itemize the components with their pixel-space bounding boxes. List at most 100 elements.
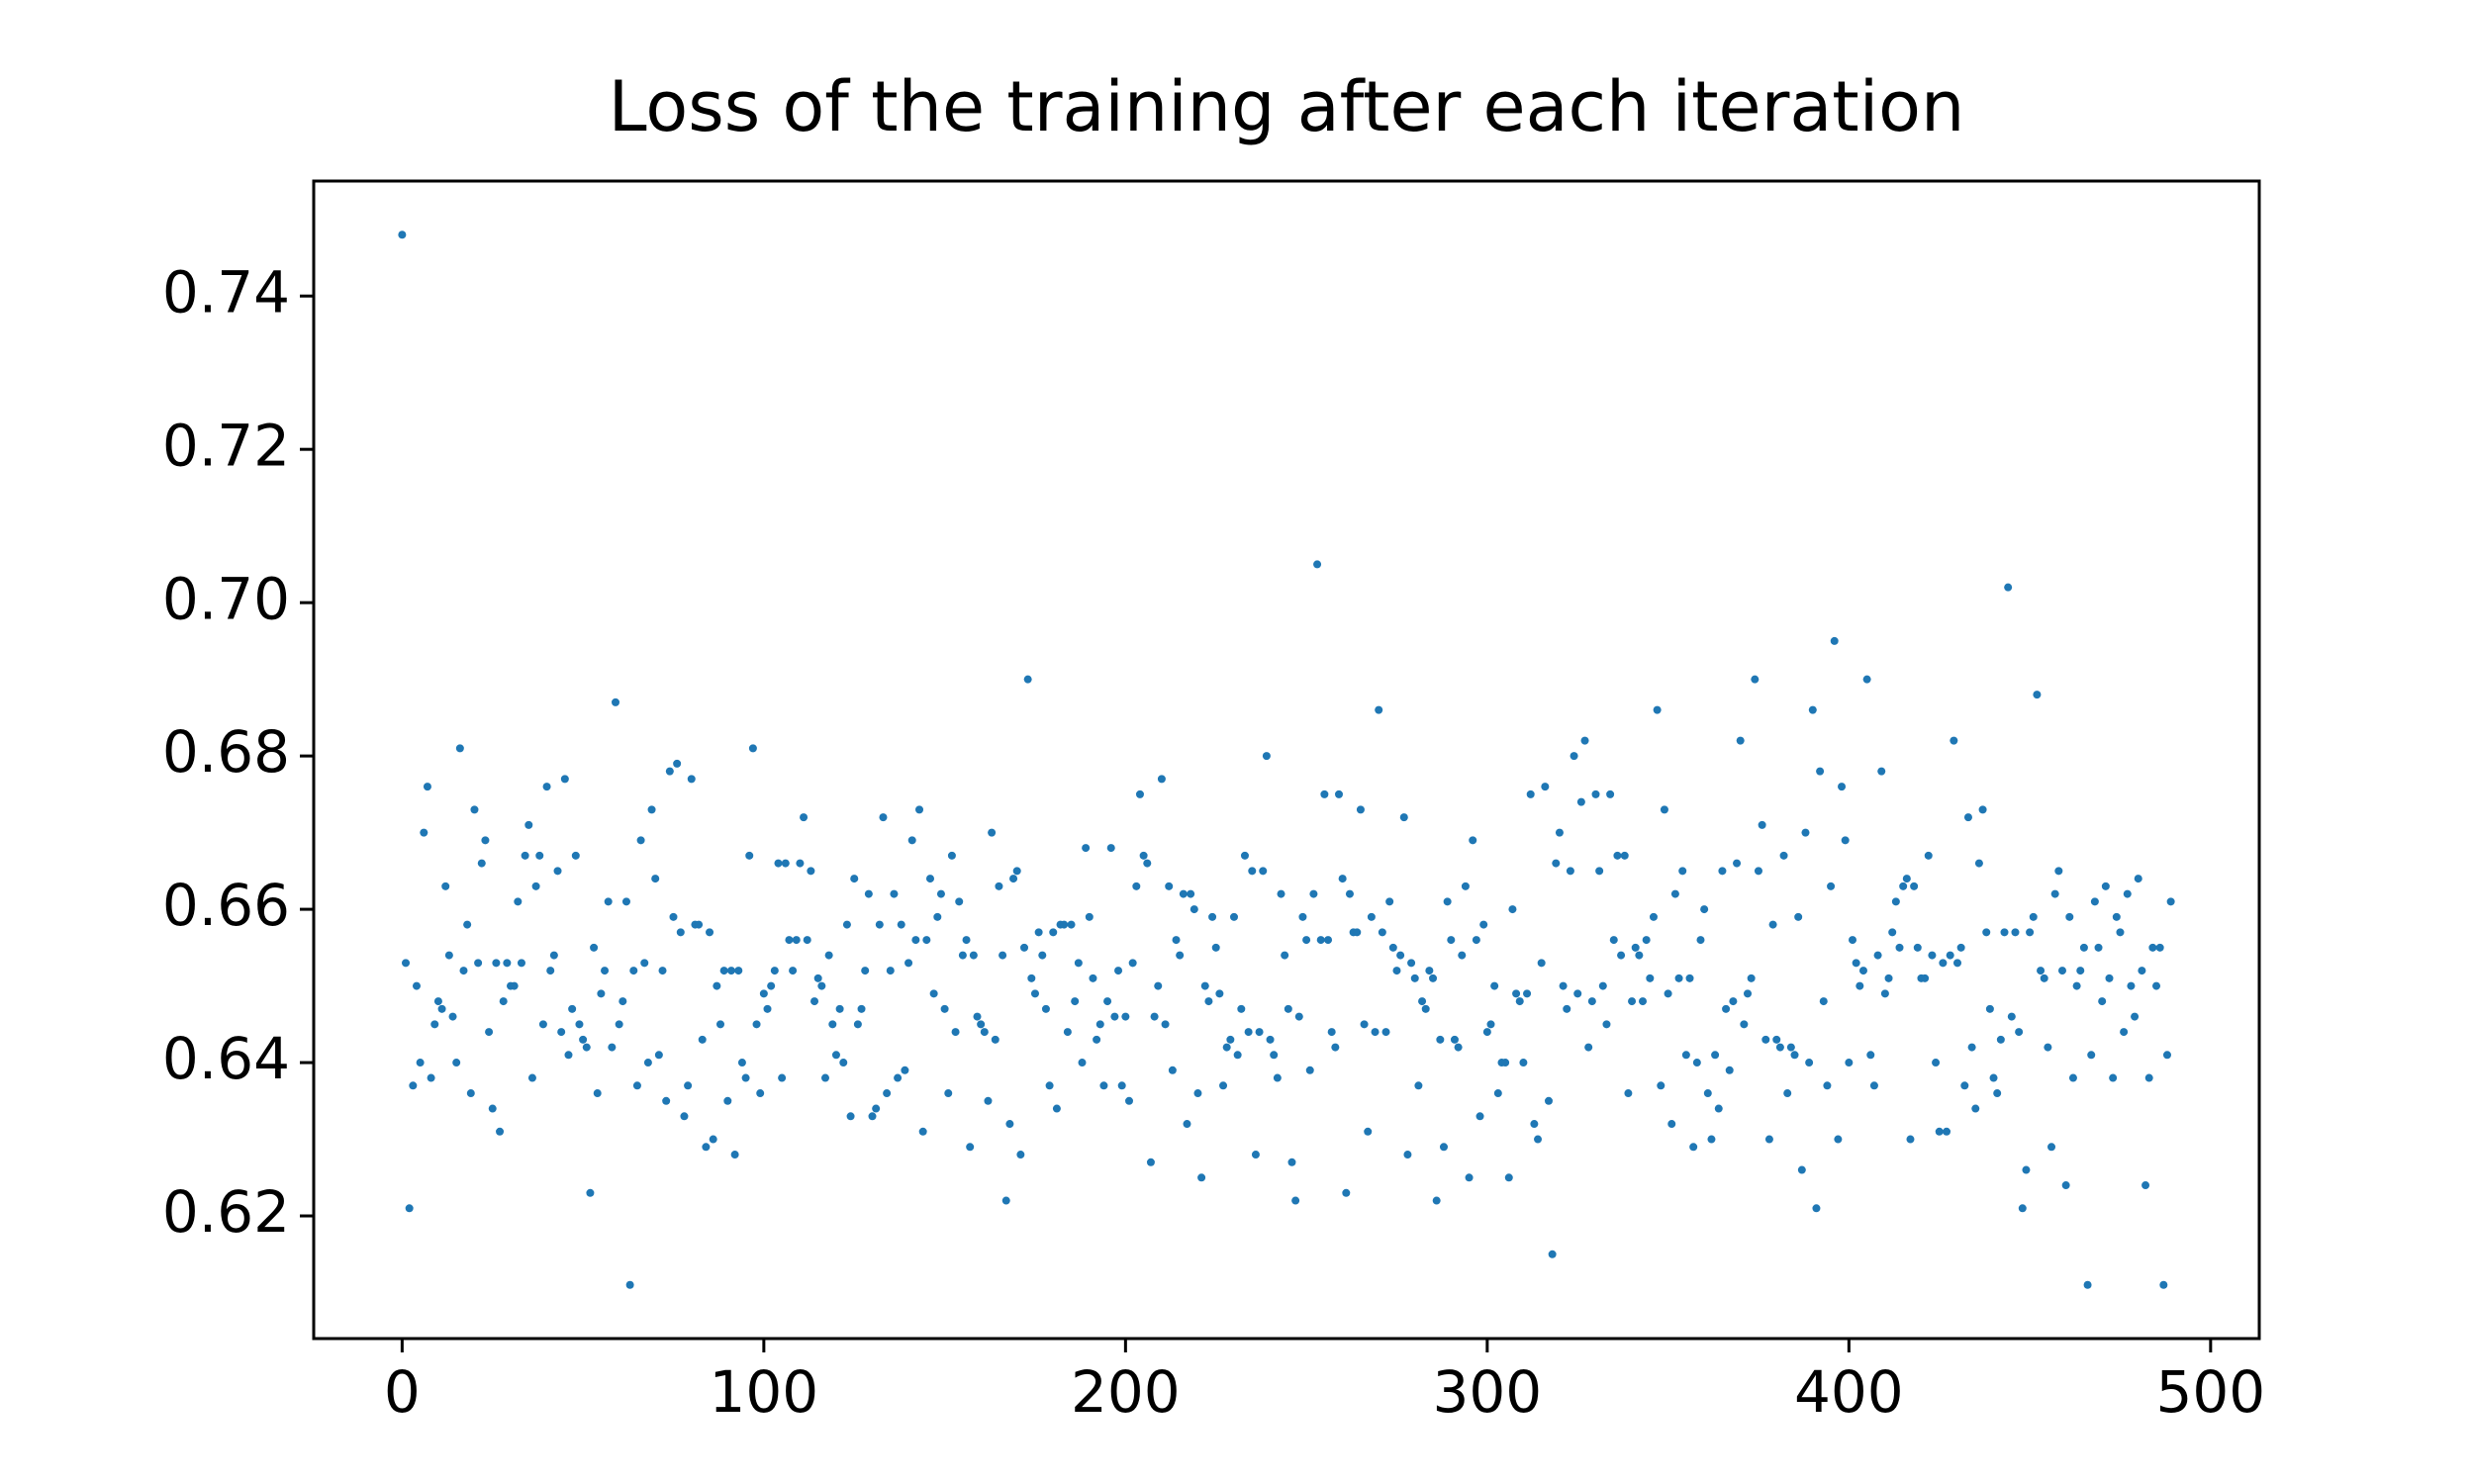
point (485, 1028, 494, 1037)
point (608, 1043, 617, 1052)
point (915, 805, 924, 814)
point (1570, 752, 1578, 761)
point (1454, 1043, 1463, 1052)
point (1338, 875, 1347, 883)
point (1595, 867, 1604, 876)
point (1482, 1028, 1491, 1037)
point (1305, 1066, 1314, 1074)
point (2047, 1143, 2056, 1152)
point (1403, 1151, 1412, 1159)
point (1801, 828, 1810, 837)
point (2022, 1165, 2031, 1174)
point (868, 1112, 877, 1121)
point (2057, 967, 2066, 975)
point (618, 997, 627, 1006)
point (437, 1004, 446, 1013)
point (1060, 920, 1069, 929)
point (2068, 1073, 2077, 1082)
point (499, 997, 508, 1006)
point (514, 897, 523, 906)
point (966, 1143, 975, 1152)
point (1183, 1120, 1191, 1129)
point (759, 989, 768, 998)
point (535, 851, 544, 860)
point (734, 967, 743, 975)
point (1099, 1081, 1108, 1090)
point (1620, 851, 1629, 860)
point (955, 897, 964, 906)
point (1913, 943, 1922, 952)
point (1939, 959, 1948, 968)
point (1751, 675, 1760, 684)
point (579, 1035, 588, 1044)
point (640, 959, 649, 968)
point (629, 967, 638, 975)
point (1985, 1004, 1994, 1013)
point (1722, 1004, 1731, 1013)
x-tick-label: 400 (1794, 1358, 1904, 1426)
point (1526, 789, 1535, 798)
point (2148, 943, 2157, 952)
point (1584, 1043, 1593, 1052)
point (1852, 959, 1860, 968)
point (1302, 936, 1311, 945)
point (510, 981, 519, 990)
point (745, 851, 754, 860)
point (730, 1151, 739, 1159)
point (1877, 767, 1886, 776)
point (575, 1020, 584, 1029)
point (1537, 959, 1546, 968)
point (904, 959, 913, 968)
point (1862, 675, 1871, 684)
point (1891, 897, 1900, 906)
point (1139, 851, 1148, 860)
point (763, 1004, 772, 1013)
point (702, 1143, 711, 1152)
y-tick-label: 0.74 (162, 258, 290, 325)
point (590, 943, 599, 952)
point (1921, 974, 1930, 982)
point (1963, 813, 1972, 822)
point (1161, 1020, 1170, 1029)
point (1074, 959, 1083, 968)
point (427, 1073, 435, 1082)
point (918, 1127, 927, 1136)
point (553, 867, 562, 876)
point (621, 897, 630, 906)
point (2007, 1012, 2016, 1021)
point (1797, 1165, 1806, 1174)
point (698, 1035, 707, 1044)
point (615, 1020, 623, 1029)
point (1628, 997, 1637, 1006)
point (1902, 875, 1911, 883)
point (1367, 912, 1376, 921)
point (1465, 1173, 1474, 1182)
point (1479, 920, 1488, 929)
point (695, 920, 704, 929)
point (1067, 920, 1076, 929)
point (907, 836, 916, 845)
point (1154, 981, 1163, 990)
point (1812, 1204, 1821, 1213)
point (1082, 844, 1091, 853)
point (2087, 1051, 2096, 1060)
point (1200, 981, 1209, 990)
point (1884, 974, 1893, 982)
point (1432, 1196, 1441, 1205)
point (1880, 989, 1889, 998)
point (1664, 989, 1672, 998)
point (1009, 875, 1018, 883)
point (1566, 867, 1574, 876)
point (1038, 951, 1047, 960)
point (654, 1051, 663, 1060)
point (2094, 943, 2103, 952)
point (929, 989, 938, 998)
point (1030, 989, 1039, 998)
plot-frame (312, 179, 2261, 1341)
point (1816, 767, 1825, 776)
point (1768, 920, 1777, 929)
point (531, 881, 540, 890)
point (813, 974, 822, 982)
point (1443, 897, 1452, 906)
